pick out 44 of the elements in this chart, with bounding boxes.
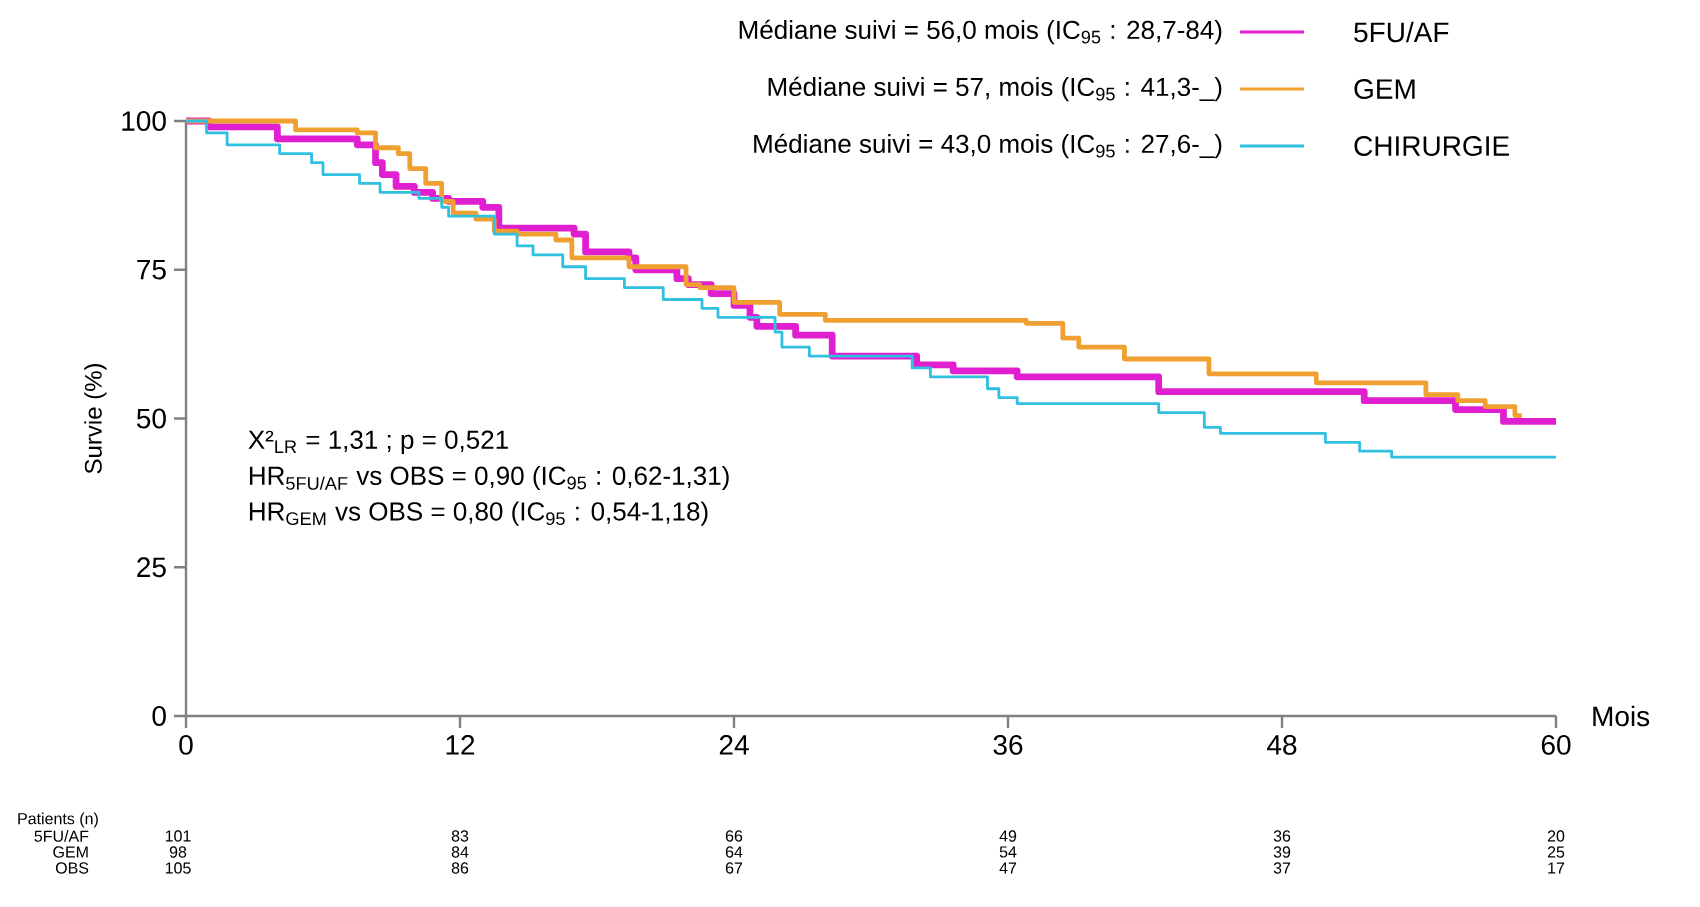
text: 54 [999,846,1017,858]
legend-label: 5FU/AF [1354,21,1449,43]
x-tick-label: 12 [446,735,475,755]
text: 39 [1273,846,1291,858]
legend-label: CHIRURGIE [1354,136,1509,156]
text: GEM [53,846,88,858]
x-tick-label: 0 [179,735,193,755]
text: 36 [1273,830,1291,842]
text: 84 [451,846,469,858]
text: 47 [999,862,1017,874]
y-tick-label: 0 [152,706,166,726]
y-tick-label: 25 [137,557,166,578]
x-axis-title: Mois [1593,705,1650,727]
annotation: Médiane suivi = 43,0 mois (IC$_{95}$ : 27,6-_) [754,133,1222,159]
text: 101 [165,830,191,842]
y-axis-title: Survie (%) [84,364,107,474]
text: Médiane suivi = 56,0 mois (IC$_{95}$ : 28,7-84) [739,19,1222,45]
text: 17 [1548,862,1565,874]
text: Médiane suivi = 57, mois (IC$_{95}$ : 41,3-_) [768,76,1222,102]
y-tick-label: 100 [122,111,166,131]
x-tick-label: 48 [1267,735,1297,755]
y-tick-label: 50 [136,408,166,429]
text: 64 [725,846,743,858]
text: OBS [55,862,89,874]
text: 49 [999,830,1017,842]
text: 66 [725,830,743,842]
text: 37 [1273,862,1291,874]
annotation: X²$_{LR}$ = 1,31 ; p = 0,521 [248,430,508,455]
x-tick-label: 36 [993,735,1023,755]
annotation: HR$_{GEM}$ vs OBS = 0,80 (IC$_{95}$ : 0,54-1,18) [249,501,708,526]
x-tick-label: 60 [1541,735,1571,755]
text: Patients (n) [18,812,98,828]
text: 83 [451,830,469,842]
legend-label: GEM [1354,79,1415,99]
text: 5FU/AF [34,830,89,842]
text: 105 [165,862,191,874]
text: 20 [1547,830,1565,842]
y-tick-label: 75 [137,259,166,280]
text: 25 [1547,846,1565,858]
text: 67 [725,862,743,874]
text: 98 [169,846,187,858]
annotation: HR$_{5FU/AF}$ vs OBS = 0,90 (IC$_{95}$ : 0,62-1,31) [249,465,729,491]
text: 86 [451,862,469,874]
x-tick-label: 24 [719,735,749,755]
